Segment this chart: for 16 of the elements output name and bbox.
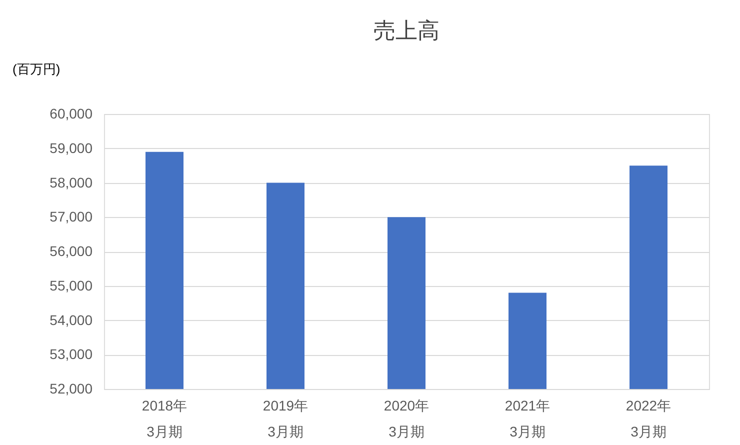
x-tick-label: 2022年 3月期 (626, 398, 672, 440)
y-tick-label: 56,000 (50, 243, 93, 259)
x-tick-label: 2020年 3月期 (384, 398, 430, 440)
y-tick-label: 58,000 (50, 174, 93, 190)
y-tick-label: 57,000 (50, 208, 93, 225)
y-tick-label: 53,000 (50, 346, 93, 362)
y-tick-label: 59,000 (50, 140, 93, 156)
x-tick-label: 2019年 3月期 (262, 398, 308, 440)
y-tick-label: 60,000 (50, 106, 93, 122)
x-tick-label: 2018年 3月期 (142, 398, 188, 440)
y-axis-title: (百万円) (12, 62, 60, 76)
y-tick-label: 55,000 (50, 277, 93, 294)
x-tick-label: 2021年 3月期 (504, 398, 550, 440)
y-tick-label: 54,000 (50, 312, 93, 328)
chart-title: 売上高 (374, 18, 440, 43)
y-tick-label: 52,000 (50, 380, 93, 396)
